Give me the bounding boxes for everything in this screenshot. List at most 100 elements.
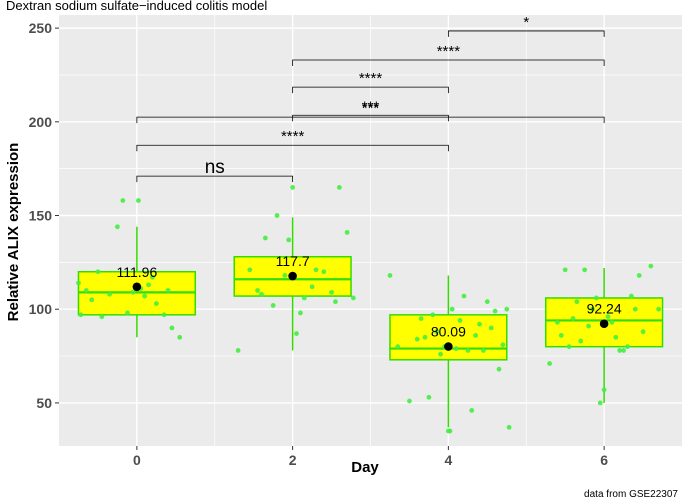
data-point <box>270 303 276 308</box>
data-point <box>488 325 494 331</box>
data-point <box>418 316 424 321</box>
y-tick-label: 150 <box>29 208 53 224</box>
data-point <box>115 224 120 230</box>
significance-bracket <box>292 59 605 66</box>
chart-title: Dextran sodium sulfate−induced colitis m… <box>6 0 267 13</box>
data-point <box>605 314 611 320</box>
significance-label: *** <box>362 98 380 115</box>
data-point <box>609 319 615 325</box>
data-point <box>621 348 626 353</box>
significance-label: *** <box>362 100 380 117</box>
data-point <box>430 312 436 318</box>
data-point <box>473 333 479 338</box>
data-point <box>492 308 498 314</box>
data-point <box>555 319 560 325</box>
significance-bracket <box>136 144 449 152</box>
data-point <box>434 329 440 335</box>
box-day-4 <box>389 314 508 361</box>
data-point <box>586 323 591 329</box>
data-point <box>453 346 459 351</box>
data-point <box>259 291 264 297</box>
significance-brackets: *******************ns <box>136 14 605 183</box>
x-tick-label: 4 <box>444 452 452 468</box>
caption: data from GSE22307 <box>584 489 678 500</box>
significance-bracket <box>136 175 294 183</box>
data-point <box>78 312 84 318</box>
data-point <box>177 334 183 340</box>
data-point <box>656 306 662 312</box>
data-point <box>309 284 315 290</box>
data-point <box>83 288 89 293</box>
data-point <box>465 348 471 353</box>
data-point <box>294 331 299 336</box>
data-point <box>298 310 303 316</box>
data-point <box>484 299 490 305</box>
data-point <box>477 321 482 327</box>
data-point <box>333 299 338 305</box>
data-point <box>582 267 588 273</box>
data-point <box>95 269 101 275</box>
significance-bracket <box>292 114 449 122</box>
data-point <box>76 280 81 286</box>
mean-label: 111.96 <box>117 264 158 280</box>
data-point <box>636 273 642 278</box>
data-point <box>395 344 401 350</box>
data-point <box>461 293 467 299</box>
data-point <box>574 299 580 305</box>
data-point <box>169 325 175 331</box>
data-point <box>235 348 241 353</box>
data-point <box>99 314 105 320</box>
data-point <box>321 269 327 275</box>
data-point <box>469 407 475 413</box>
data-point <box>449 306 455 312</box>
x-tick-label: 2 <box>289 452 297 468</box>
data-point <box>628 293 634 299</box>
data-point <box>562 267 568 273</box>
y-axis: 50 100 150 200 250 <box>29 20 59 411</box>
data-point <box>578 338 584 344</box>
x-tick-label: 0 <box>133 452 141 468</box>
data-point <box>282 273 288 278</box>
data-point <box>262 235 268 241</box>
data-point <box>593 295 599 301</box>
x-axis-title: Day <box>351 459 379 476</box>
data-point <box>161 312 167 318</box>
data-point <box>447 428 453 434</box>
data-point <box>313 267 319 273</box>
data-point <box>426 394 432 400</box>
data-point <box>547 361 553 366</box>
y-tick-label: 50 <box>36 395 52 411</box>
data-point <box>274 213 280 218</box>
data-point <box>329 289 334 295</box>
data-point <box>558 333 564 338</box>
data-point <box>146 282 151 288</box>
data-point <box>625 344 630 350</box>
significance-bracket <box>136 116 605 124</box>
data-point <box>613 334 619 340</box>
data-point <box>301 295 307 301</box>
data-point <box>142 293 148 299</box>
x-tick-label: 6 <box>600 452 608 468</box>
jitter-points <box>76 185 662 434</box>
mean-point <box>444 342 453 351</box>
significance-bracket <box>292 86 449 94</box>
data-point <box>130 289 136 295</box>
mean-point <box>599 319 609 329</box>
data-point <box>617 348 623 353</box>
data-point <box>506 424 512 430</box>
mean-label: 92.24 <box>587 301 622 317</box>
data-point <box>286 237 292 243</box>
mean-markers: 111.96 117.7 80.09 92.24 <box>117 253 622 351</box>
data-point <box>632 306 638 312</box>
significance-label: * <box>523 14 529 31</box>
data-point <box>407 398 412 404</box>
whiskers <box>136 217 605 428</box>
data-point <box>336 185 342 190</box>
significance-label: **** <box>437 43 461 60</box>
x-axis: 0 2 4 6 <box>133 446 608 468</box>
y-axis-title: Relative ALIX expression <box>5 143 22 322</box>
data-point <box>422 334 428 340</box>
significance-label: **** <box>281 128 305 145</box>
data-point <box>387 273 393 278</box>
